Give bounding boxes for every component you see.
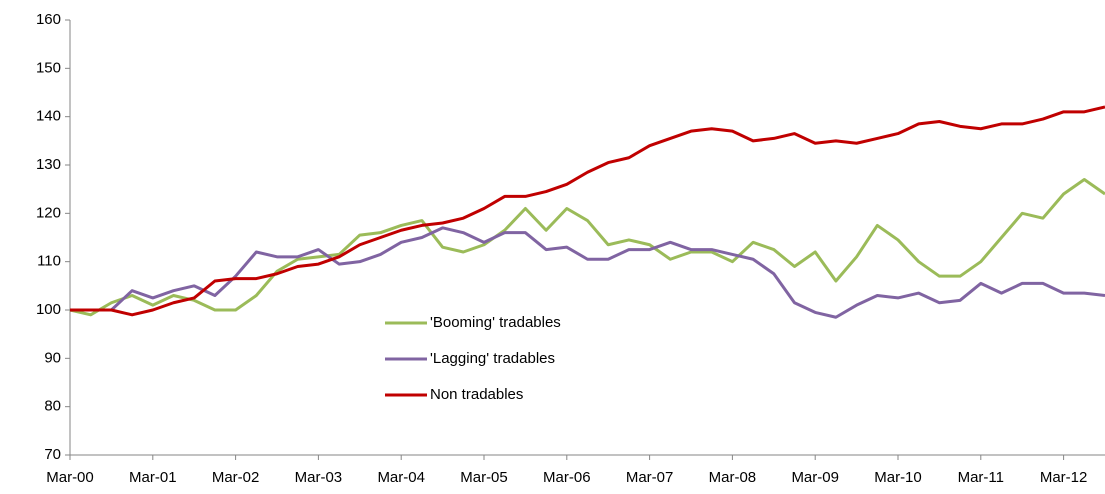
- y-tick-label: 160: [36, 11, 61, 28]
- legend-label: Non tradables: [430, 386, 523, 403]
- y-tick-label: 110: [37, 253, 61, 270]
- y-tick-label: 80: [44, 398, 61, 415]
- y-tick-label: 120: [36, 204, 61, 221]
- x-tick-label: Mar-12: [1040, 469, 1088, 486]
- series-line: [69, 178, 1105, 317]
- x-tick-label: Mar-04: [377, 469, 425, 486]
- y-tick-label: 150: [36, 59, 61, 76]
- y-tick-label: 130: [36, 156, 61, 173]
- y-tick-label: 100: [36, 301, 61, 318]
- x-tick-label: Mar-03: [295, 469, 343, 486]
- x-tick-label: Mar-05: [460, 469, 508, 486]
- series-line: [70, 226, 1105, 319]
- series-line: [70, 105, 1105, 317]
- legend-label: 'Booming' tradables: [430, 314, 561, 331]
- legend-label: 'Lagging' tradables: [430, 350, 555, 367]
- y-tick-label: 70: [44, 446, 61, 463]
- x-tick-label: Mar-08: [709, 469, 757, 486]
- y-tick-label: 140: [36, 108, 61, 125]
- x-tick-label: Mar-00: [46, 469, 94, 486]
- x-tick-label: Mar-01: [129, 469, 177, 486]
- x-tick-label: Mar-07: [626, 469, 674, 486]
- x-tick-label: Mar-06: [543, 469, 591, 486]
- y-tick-label: 90: [44, 349, 61, 366]
- x-tick-label: Mar-09: [791, 469, 839, 486]
- x-tick-label: Mar-10: [874, 469, 922, 486]
- x-tick-label: Mar-11: [958, 469, 1004, 486]
- x-tick-label: Mar-02: [212, 469, 260, 486]
